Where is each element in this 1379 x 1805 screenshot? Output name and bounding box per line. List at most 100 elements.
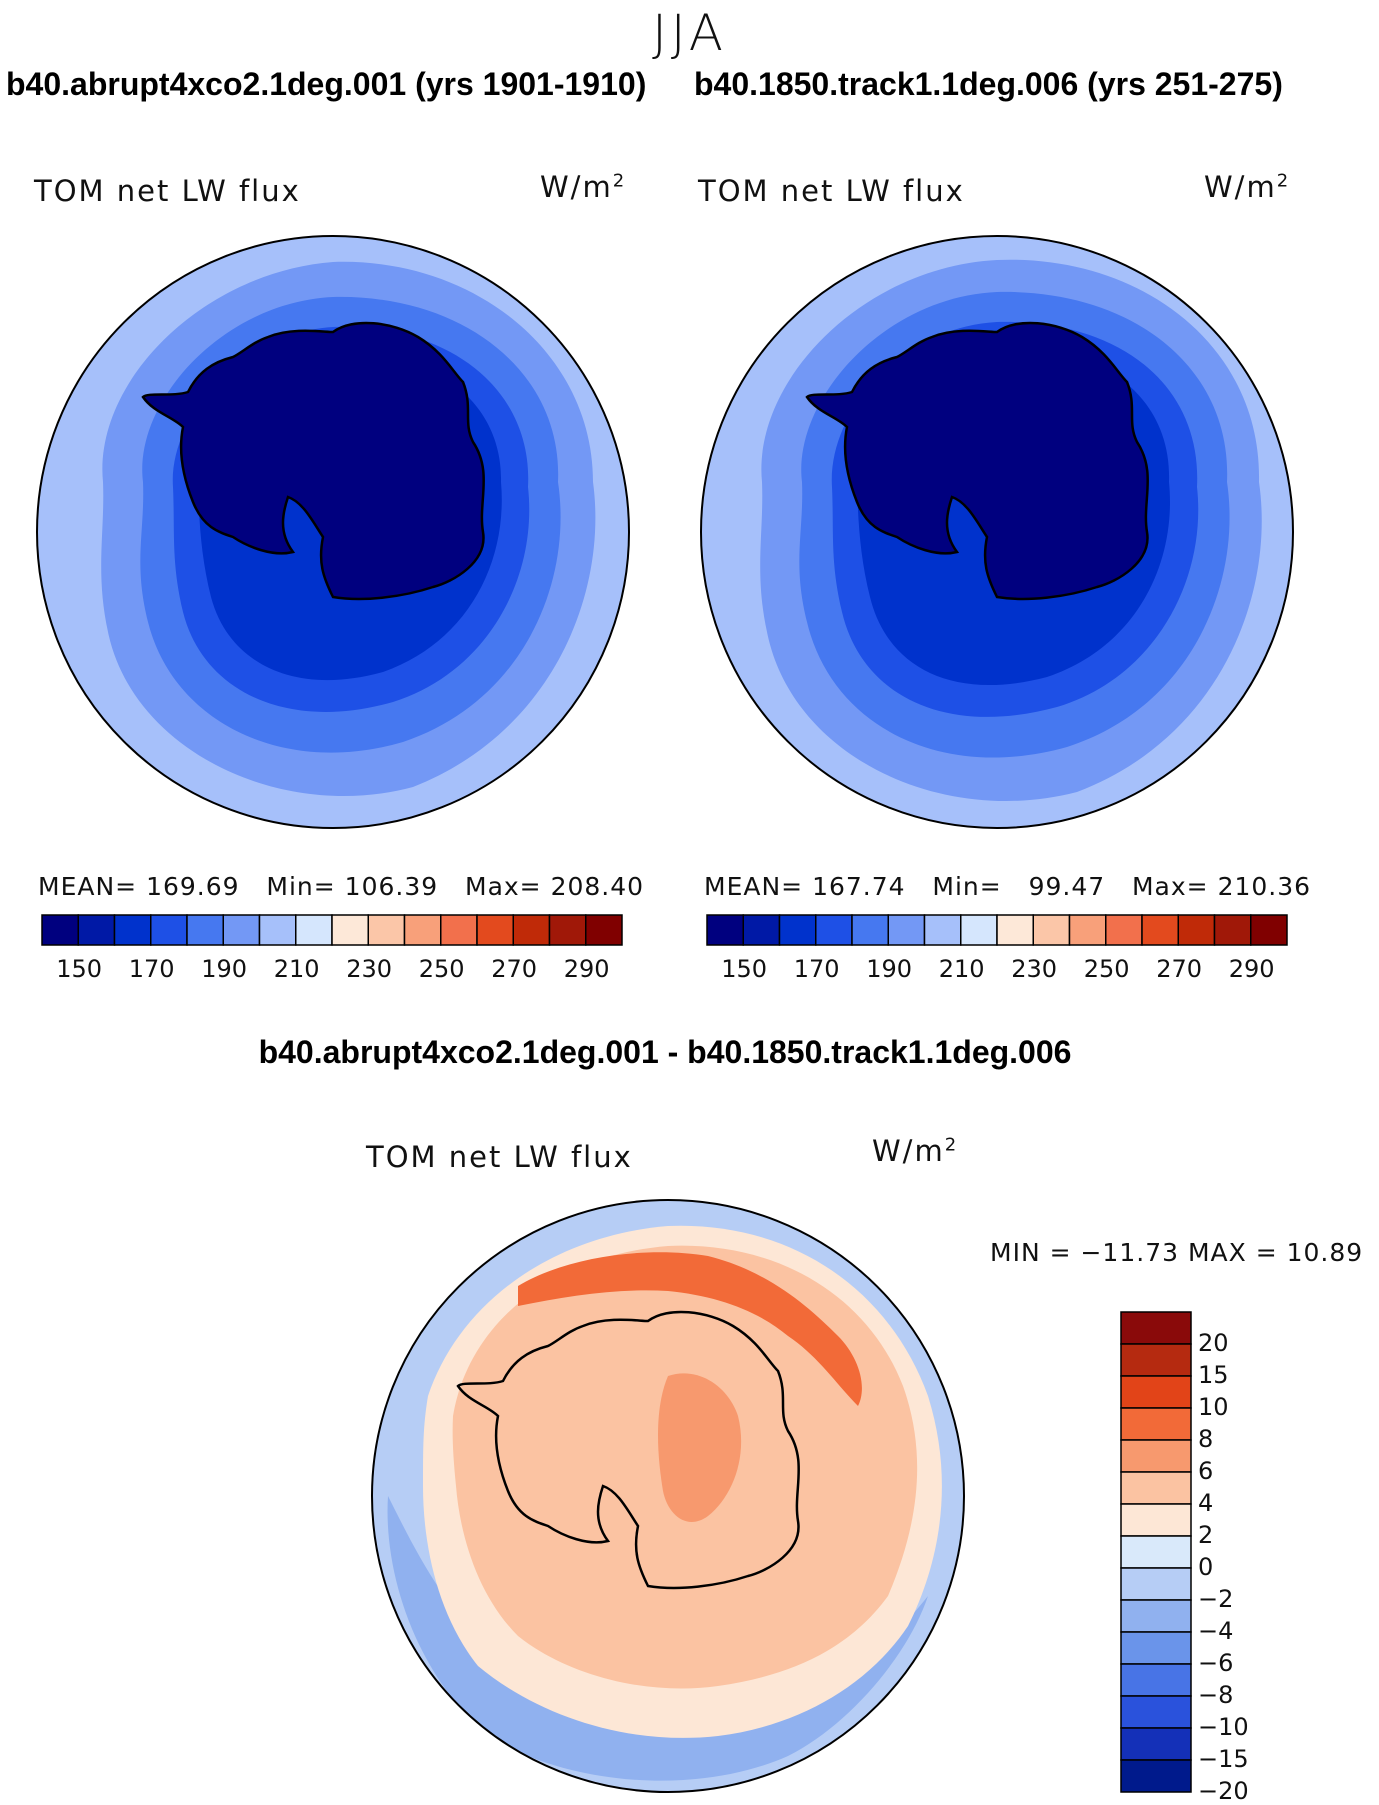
panel-1-colorbar-swatch — [150, 914, 188, 946]
diff-red-interior — [658, 1373, 742, 1522]
diff-colorbar-swatch — [1120, 1695, 1192, 1729]
panel-2-stats: MEAN= 167.74 Min= 99.47 Max= 210.36 — [704, 872, 1312, 901]
panel-1-polar-map — [36, 235, 630, 829]
panel-2-colorbar-swatch — [1105, 914, 1143, 946]
diff-antarctica-coast — [456, 1310, 800, 1590]
panel-2-colorbar-tick-label: 190 — [866, 955, 913, 983]
diff-panel-variable-label: TOM net LW flux — [366, 1140, 633, 1174]
panel-1-colorbar-swatch — [222, 914, 261, 946]
diff-red-dark-arc — [518, 1252, 862, 1406]
panel-2-colorbar-tick-label: 270 — [1156, 955, 1203, 983]
panel-1-colorbar-swatch — [440, 914, 478, 946]
diff-colorbar-swatch — [1120, 1311, 1192, 1345]
panel-1-colorbar-swatch — [77, 914, 116, 946]
panel-1-colorbar-tick-label: 170 — [128, 955, 175, 983]
panel-2-polar-map — [700, 235, 1294, 829]
panel-1-colorbar-swatch — [512, 914, 551, 946]
diff-colorbar-swatch — [1120, 1471, 1192, 1505]
panel-2-units: W/m2 — [1204, 170, 1291, 204]
panel-1-colorbar — [41, 914, 623, 946]
diff-polar-map — [371, 1199, 965, 1793]
panel-1-colorbar-swatch — [186, 914, 224, 946]
panel-1-colorbar-swatch — [367, 914, 406, 946]
season-title: JJA — [652, 4, 727, 62]
panel-2-colorbar-swatch — [778, 914, 817, 946]
panel-2-case-title: b40.1850.track1.1deg.006 (yrs 251-275) — [694, 66, 1283, 102]
panel-1-stats: MEAN= 169.69 Min= 106.39 Max= 208.40 — [38, 872, 645, 901]
diff-colorbar-swatch — [1120, 1503, 1192, 1537]
panel-1-case-title: b40.abrupt4xco2.1deg.001 (yrs 1901-1910) — [6, 66, 647, 102]
panel-2-colorbar-swatch — [1250, 914, 1288, 946]
diff-colorbar-swatch — [1120, 1343, 1192, 1377]
panel-2-colorbar-swatch — [1068, 914, 1107, 946]
panel-2-colorbar-swatch — [851, 914, 889, 946]
panel-2-colorbar-swatch — [996, 914, 1034, 946]
diff-colorbar-swatch — [1120, 1663, 1192, 1697]
diff-colorbar-swatch — [1120, 1599, 1192, 1633]
diff-colorbar-tick-label: 4 — [1198, 1489, 1214, 1517]
panel-1-colorbar-swatch — [258, 914, 297, 946]
diff-colorbar-tick-label: 20 — [1198, 1329, 1229, 1357]
diff-colorbar-tick-label: 6 — [1198, 1457, 1214, 1485]
diff-colorbar-swatch — [1120, 1535, 1192, 1569]
panel-1-colorbar-tick-label: 270 — [491, 955, 538, 983]
panel-1-colorbar-swatch — [403, 914, 442, 946]
panel-1-colorbar-tick-label: 150 — [56, 955, 103, 983]
panel-2-colorbar-swatch — [923, 914, 962, 946]
panel-2-colorbar-swatch — [815, 914, 853, 946]
panel-2-colorbar-swatch — [706, 914, 744, 946]
diff-colorbar-tick-label: −10 — [1198, 1713, 1249, 1741]
diff-colorbar-tick-label: −20 — [1198, 1777, 1249, 1805]
panel-1-colorbar-tick-label: 190 — [201, 955, 248, 983]
diff-colorbar-tick-label: 10 — [1198, 1393, 1229, 1421]
panel-2-colorbar-tick-label: 170 — [793, 955, 840, 983]
diff-colorbar-swatch — [1120, 1375, 1192, 1409]
map1-antarctica — [141, 321, 485, 601]
diff-colorbar-swatch — [1120, 1727, 1192, 1761]
panel-1-colorbar-tick-label: 230 — [346, 955, 393, 983]
panel-1-colorbar-swatch — [331, 914, 369, 946]
diff-colorbar-tick-label: 15 — [1198, 1361, 1229, 1389]
diff-colorbar-swatch — [1120, 1407, 1192, 1441]
diff-panel-title: b40.abrupt4xco2.1deg.001 - b40.1850.trac… — [258, 1034, 1072, 1070]
panel-2-colorbar-tick-label: 290 — [1228, 955, 1275, 983]
diff-minmax-label: MIN = −11.73 MAX = 10.89 — [990, 1238, 1364, 1267]
diff-colorbar-swatch — [1120, 1439, 1192, 1473]
panel-2-colorbar-swatch — [1213, 914, 1252, 946]
panel-1-colorbar-swatch — [548, 914, 587, 946]
diff-colorbar-tick-label: −8 — [1198, 1681, 1234, 1709]
diff-colorbar-swatch — [1120, 1631, 1192, 1665]
diff-colorbar-tick-label: 0 — [1198, 1553, 1214, 1581]
panel-2-colorbar-swatch — [1177, 914, 1216, 946]
panel-1-colorbar-swatch — [585, 914, 623, 946]
panel-2-colorbar-tick-label: 150 — [721, 955, 768, 983]
panel-2-colorbar-swatch — [887, 914, 926, 946]
panel-2-colorbar-swatch — [960, 914, 998, 946]
diff-colorbar-tick-label: −4 — [1198, 1617, 1234, 1645]
panel-1-colorbar-tick-label: 290 — [563, 955, 610, 983]
panel-1-colorbar-swatch — [476, 914, 514, 946]
panel-1-colorbar-tick-label: 210 — [273, 955, 320, 983]
panel-2-colorbar-tick-label: 230 — [1011, 955, 1058, 983]
panel-1-variable-label: TOM net LW flux — [34, 174, 301, 208]
diff-colorbar-swatch — [1120, 1567, 1192, 1601]
panel-1-colorbar-swatch — [41, 914, 79, 946]
panel-2-colorbar-tick-label: 250 — [1083, 955, 1130, 983]
diff-colorbar-tick-label: −6 — [1198, 1649, 1234, 1677]
panel-2-variable-label: TOM net LW flux — [698, 174, 965, 208]
diff-colorbar-tick-label: −15 — [1198, 1745, 1249, 1773]
panel-1-colorbar-swatch — [295, 914, 333, 946]
diff-colorbar-tick-label: 2 — [1198, 1521, 1214, 1549]
map2-antarctica — [805, 321, 1149, 601]
panel-2-colorbar-swatch — [1032, 914, 1071, 946]
diff-colorbar-tick-label: −2 — [1198, 1585, 1234, 1613]
panel-1-units: W/m2 — [540, 170, 627, 204]
panel-1-colorbar-swatch — [113, 914, 152, 946]
panel-1-colorbar-tick-label: 250 — [418, 955, 465, 983]
diff-colorbar-tick-label: 8 — [1198, 1425, 1214, 1453]
panel-2-colorbar-tick-label: 210 — [938, 955, 985, 983]
diff-colorbar-swatch — [1120, 1759, 1192, 1793]
panel-2-colorbar — [706, 914, 1288, 946]
panel-2-colorbar-swatch — [742, 914, 781, 946]
diff-colorbar — [1120, 1311, 1192, 1793]
